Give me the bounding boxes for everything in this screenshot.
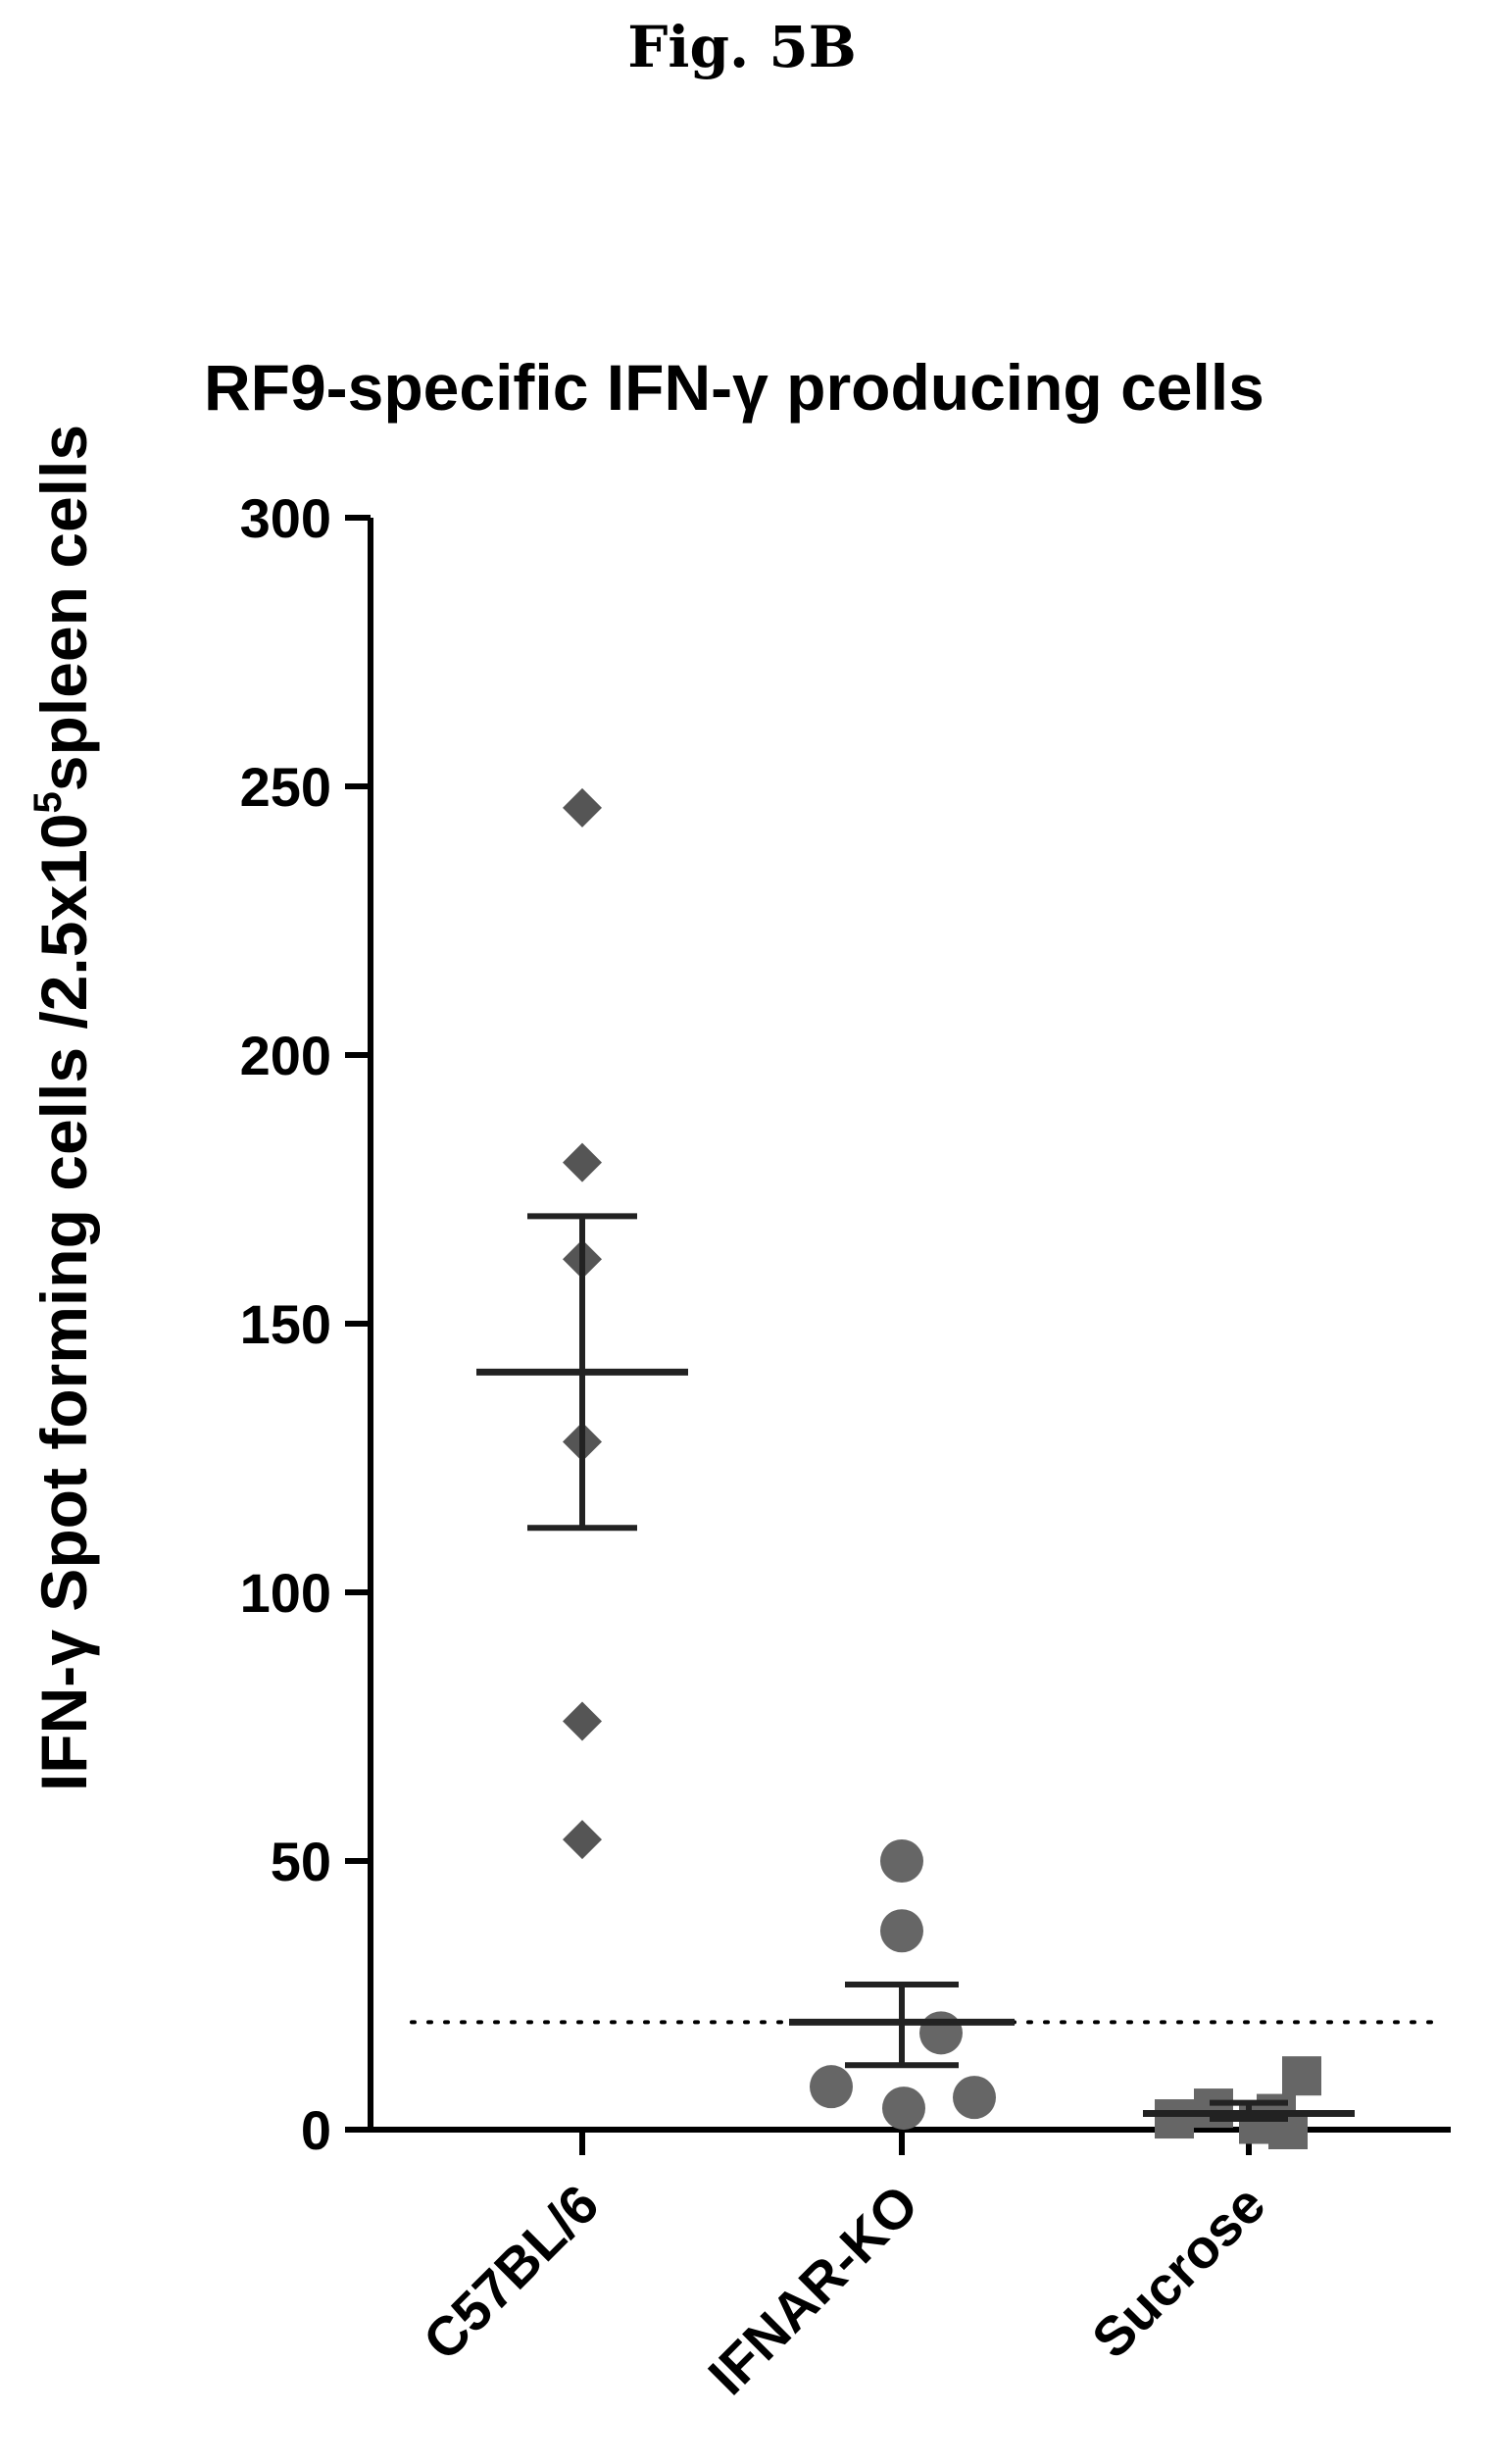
y-axis-label-main: IFN-γ Spot forming cells /2.5x10 [27, 813, 100, 1791]
data-point-square [1155, 2099, 1194, 2139]
y-axis-label: IFN-γ Spot forming cells /2.5x105spleen … [26, 425, 100, 1791]
axes: 0 50 100 150 200 250 300 [240, 487, 1451, 2161]
x-tick-label: C57BL/6 [411, 2173, 610, 2372]
data-point-circle [810, 2065, 853, 2109]
data-point-circle [882, 2087, 925, 2131]
y-tick-label: 100 [240, 1562, 331, 1624]
y-tick-label: 150 [240, 1293, 331, 1355]
x-tick-labels: C57BL/6 IFNAR-KO Sucrose [411, 2173, 1276, 2406]
y-tick-label: 300 [240, 487, 331, 549]
y-tick-label: 0 [301, 2099, 331, 2161]
data-point-diamond [563, 1701, 602, 1741]
data-point-circle [880, 1839, 923, 1883]
data-point-square [1194, 2088, 1233, 2129]
figure-label: Fig. 5B [627, 14, 857, 80]
data-point-circle [919, 2011, 963, 2055]
y-axis-label-tail: spleen cells [27, 425, 100, 791]
chart-title: RF9-specific IFN-γ producing cells [204, 351, 1264, 424]
data-point-circle [953, 2076, 996, 2120]
data-points [563, 787, 1321, 2149]
error-bars [476, 1213, 1355, 2123]
y-tick-label: 50 [271, 1831, 331, 1892]
data-point-circle [880, 1909, 923, 1953]
data-point-diamond [563, 787, 602, 828]
y-tick-label: 250 [240, 756, 331, 818]
y-tick-label: 200 [240, 1025, 331, 1086]
data-point-diamond [563, 1820, 602, 1860]
data-point-diamond [563, 1142, 602, 1182]
data-point-square [1282, 2056, 1321, 2096]
x-tick-label: IFNAR-KO [696, 2173, 929, 2406]
y-axis-label-superscript: 5 [26, 791, 70, 813]
x-tick-label: Sucrose [1080, 2173, 1277, 2370]
